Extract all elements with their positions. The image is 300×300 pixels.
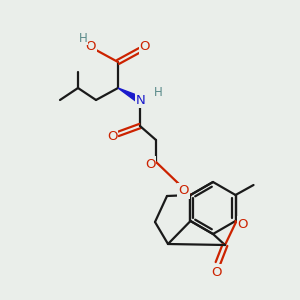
Text: O: O (145, 158, 155, 170)
Text: H: H (154, 85, 162, 98)
Text: O: O (211, 266, 221, 278)
Polygon shape (118, 88, 142, 103)
Text: N: N (136, 94, 146, 106)
Text: O: O (86, 40, 96, 53)
Text: O: O (178, 184, 189, 197)
Text: O: O (107, 130, 117, 142)
Text: O: O (140, 40, 150, 53)
Text: O: O (238, 218, 248, 230)
Text: H: H (79, 32, 87, 44)
